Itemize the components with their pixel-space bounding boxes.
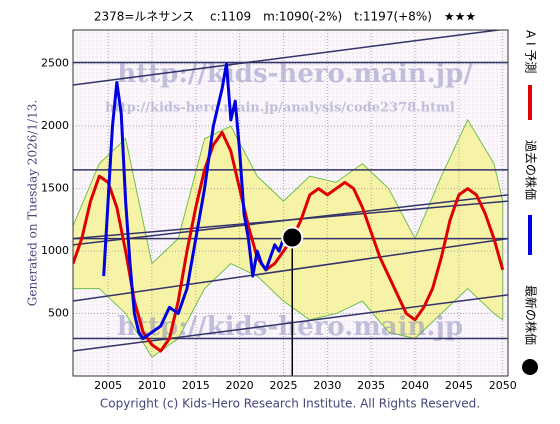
y-tick-label: 500 [48, 307, 69, 320]
legend-label: A I 予測 [524, 30, 538, 73]
y-tick-label: 2500 [41, 57, 69, 70]
latest-point [281, 226, 304, 249]
x-tick-label: 2030 [313, 379, 341, 392]
x-tick-label: 2025 [269, 379, 297, 392]
chart-title: 2378=ルネサンス c:1109 m:1090(-2%) t:1197(+8%… [94, 10, 476, 24]
x-tick-label: 2040 [401, 379, 429, 392]
x-tick-label: 2050 [489, 379, 517, 392]
y-tick-label: 1000 [41, 244, 69, 257]
generated-note: Generated on Tuesday 2026/1/13. [26, 100, 40, 306]
trend-line [73, 294, 508, 352]
x-tick-label: 2005 [94, 379, 122, 392]
trend-line [73, 237, 508, 302]
x-tick-label: 2010 [138, 379, 166, 392]
plot-frame [72, 29, 509, 377]
series-line [102, 62, 285, 341]
trend-line [73, 194, 508, 246]
x-tick-label: 2035 [357, 379, 385, 392]
watermark: http://kids-hero.main.jp/analysis/code23… [105, 101, 455, 116]
x-tick-label: 2020 [226, 379, 254, 392]
legend-label: 過去の株価 [524, 140, 539, 200]
copyright: Copyright (c) Kids-Hero Research Institu… [100, 397, 480, 411]
x-tick-label: 2045 [445, 379, 473, 392]
y-tick-label: 2000 [41, 119, 69, 132]
x-tick-label: 2015 [182, 379, 210, 392]
legend-swatch [522, 359, 538, 375]
trend-line [73, 30, 505, 86]
legend-label: 最新の株価 [524, 285, 539, 345]
y-tick-label: 1500 [41, 182, 69, 195]
